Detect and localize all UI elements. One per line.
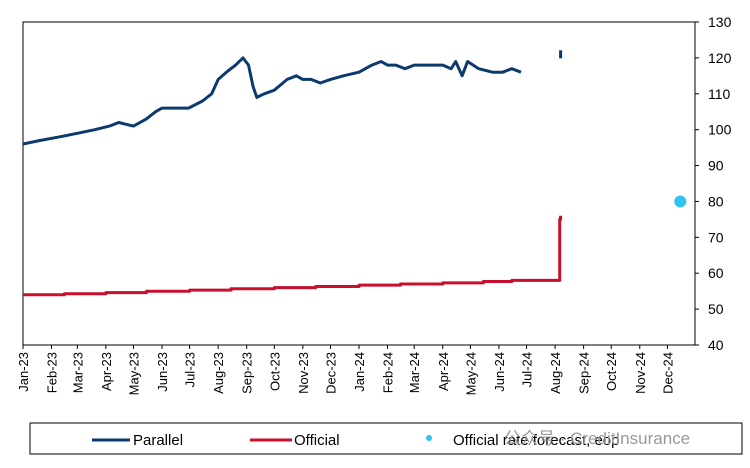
x-tick-label: Mar-23 <box>70 352 85 393</box>
y-tick-label: 90 <box>708 158 724 174</box>
legend: Parallel Official Official rate forecast… <box>92 432 619 449</box>
x-tick-label: Nov-23 <box>296 352 311 394</box>
y-axis-ticks: 40 50 60 70 80 90 100 110 120 130 <box>695 14 732 353</box>
x-axis-ticks: Jan-23 Feb-23 Mar-23 Apr-23 May-23 Jun-23 Jul-… <box>16 345 675 395</box>
watermark-text: 公众号 · CreditInsurance <box>504 429 690 448</box>
x-tick-label: Jan-23 <box>16 352 31 392</box>
x-tick-label: Oct-24 <box>604 352 619 391</box>
x-tick-label: Aug-23 <box>211 352 226 394</box>
x-tick-label: Mar-24 <box>407 352 422 393</box>
plot-area-border <box>22 21 696 346</box>
y-tick-label: 100 <box>708 122 732 138</box>
y-tick-label: 130 <box>708 14 732 30</box>
x-tick-label: May-23 <box>126 352 141 395</box>
legend-label-official: Official <box>294 432 340 449</box>
series-line-parallel <box>22 56 522 146</box>
x-tick-label: Dec-23 <box>323 352 338 394</box>
series-layer <box>22 50 687 297</box>
x-tick-label: Jul-23 <box>183 352 198 387</box>
y-tick-label: 120 <box>708 50 732 66</box>
y-tick-label: 80 <box>708 193 724 209</box>
x-tick-label: Aug-24 <box>548 352 563 394</box>
x-tick-label: Oct-23 <box>267 352 282 391</box>
x-tick-label: Jul-24 <box>520 352 535 387</box>
y-tick-label: 40 <box>708 337 724 353</box>
series-line-official <box>23 215 563 297</box>
x-tick-label: Feb-24 <box>381 352 396 393</box>
x-tick-label: Jan-24 <box>352 352 367 392</box>
y-tick-label: 70 <box>708 229 724 245</box>
series-point-point <box>559 50 563 59</box>
legend-box <box>29 422 743 455</box>
x-tick-label: May-24 <box>463 352 478 395</box>
x-tick-label: Jun-23 <box>155 352 170 392</box>
x-tick-label: Dec-24 <box>660 352 675 394</box>
y-tick-label: 50 <box>708 301 724 317</box>
x-tick-label: Sep-24 <box>577 352 592 394</box>
legend-swatch-forecast <box>426 435 432 441</box>
series-marker-official-rate-forecast-eop <box>674 195 687 208</box>
y-tick-label: 110 <box>708 86 731 102</box>
x-tick-label: Apr-23 <box>99 352 114 391</box>
y-tick-label: 60 <box>708 265 724 281</box>
x-tick-label: Nov-24 <box>633 352 648 394</box>
x-tick-label: Jun-24 <box>492 352 507 392</box>
legend-label-forecast: Official rate forecast, eop <box>453 432 619 449</box>
x-tick-label: Apr-24 <box>436 352 451 391</box>
legend-label-parallel: Parallel <box>133 432 183 449</box>
x-tick-label: Feb-23 <box>45 352 60 393</box>
x-tick-label: Sep-23 <box>240 352 255 394</box>
